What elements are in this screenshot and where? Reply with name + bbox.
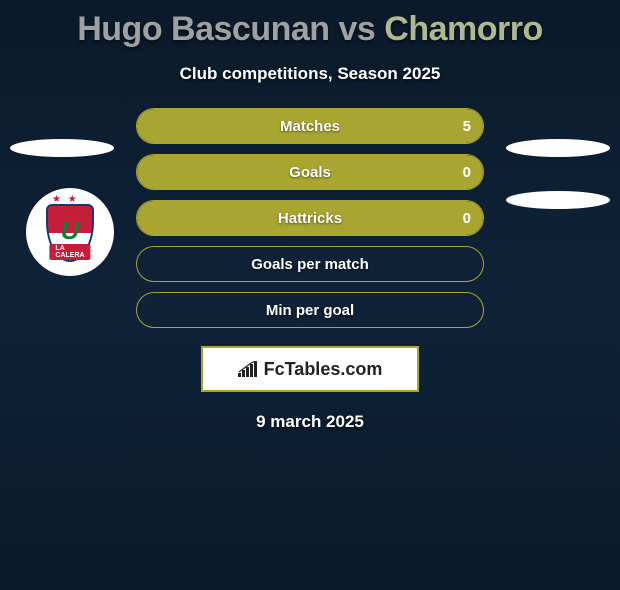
stat-rows: Matches 5 Goals 0 Hattricks 0 Goals per … [136,108,484,328]
shadow-ellipse-right-2 [506,191,610,209]
stat-row-min-per-goal: Min per goal [136,292,484,328]
stat-row-goals: Goals 0 [136,154,484,190]
stat-label: Hattricks [278,210,342,227]
stat-right-value: 5 [463,118,471,135]
bar-chart-icon [238,361,260,377]
club-badge: ★ ★ ★ U LA CALERA [26,188,114,276]
title-player2: Chamorro [384,10,542,48]
subtitle: Club competitions, Season 2025 [0,64,620,84]
stat-row-matches: Matches 5 [136,108,484,144]
shadow-ellipse-left [10,139,114,157]
source-logo-text: FcTables.com [264,359,383,380]
title-vs: vs [339,10,376,48]
stat-right-value: 0 [463,210,471,227]
comparison-title: Hugo Bascunan vs Chamorro [0,10,620,49]
stat-row-hattricks: Hattricks 0 [136,200,484,236]
badge-letter: U [61,215,80,246]
shadow-ellipse-right-1 [506,139,610,157]
badge-club-name: LA CALERA [49,244,90,260]
date-text: 9 march 2025 [0,412,620,432]
stat-right-value: 0 [463,164,471,181]
stat-label: Min per goal [266,302,354,319]
stat-label: Goals [289,164,331,181]
stat-row-goals-per-match: Goals per match [136,246,484,282]
stat-label: Matches [280,118,340,135]
stat-label: Goals per match [251,256,369,273]
source-logo: FcTables.com [201,346,419,392]
title-player1: Hugo Bascunan [77,10,329,48]
